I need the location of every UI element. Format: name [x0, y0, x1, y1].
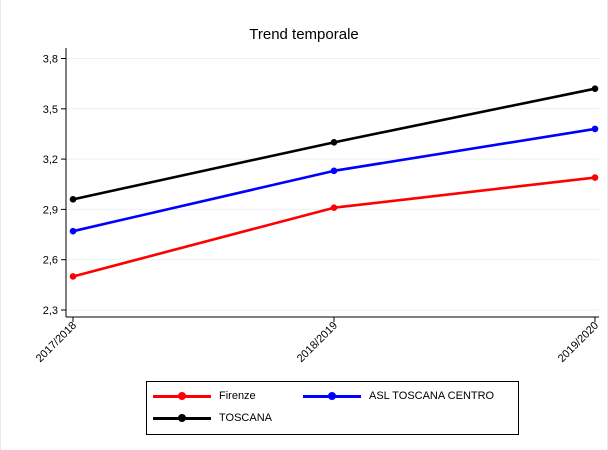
legend-label-asl-toscana-centro: ASL TOSCANA CENTRO: [369, 390, 495, 402]
data-point: [330, 167, 338, 175]
y-tick-label: 2,3: [43, 305, 58, 317]
data-point: [591, 174, 599, 181]
data-point: [69, 227, 77, 235]
x-tick-label: 2017/2018: [34, 320, 79, 365]
x-tick-label: 2018/2019: [295, 320, 340, 365]
legend-item-toscana: TOSCANA: [153, 412, 272, 424]
legend-item-asl-toscana-centro: ASL TOSCANA CENTRO: [303, 390, 494, 402]
data-point: [69, 196, 77, 203]
y-tick-label: 2,6: [43, 255, 58, 267]
x-tick-label: 2019/2020: [556, 320, 601, 365]
legend-item-firenze: Firenze: [153, 390, 256, 402]
legend-swatch-firenze: [153, 390, 211, 402]
data-point: [591, 85, 599, 92]
legend-swatch-asl-toscana-centro: [303, 390, 361, 402]
y-tick-label: 3,2: [43, 154, 58, 166]
legend-label-toscana: TOSCANA: [219, 412, 272, 424]
legend: Firenze ASL TOSCANA CENTRO TOSCANA: [146, 381, 519, 435]
legend-label-firenze: Firenze: [219, 390, 256, 402]
legend-swatch-toscana: [153, 412, 211, 424]
data-point: [591, 125, 599, 133]
y-tick-label: 3,5: [43, 104, 58, 116]
data-point: [69, 273, 77, 280]
data-point: [330, 204, 338, 212]
chart-title: Trend temporale: [249, 26, 359, 43]
y-tick-label: 3,8: [43, 54, 58, 66]
y-tick-label: 2,9: [43, 204, 58, 216]
series-line-0: [72, 176, 596, 278]
data-point: [330, 139, 338, 146]
